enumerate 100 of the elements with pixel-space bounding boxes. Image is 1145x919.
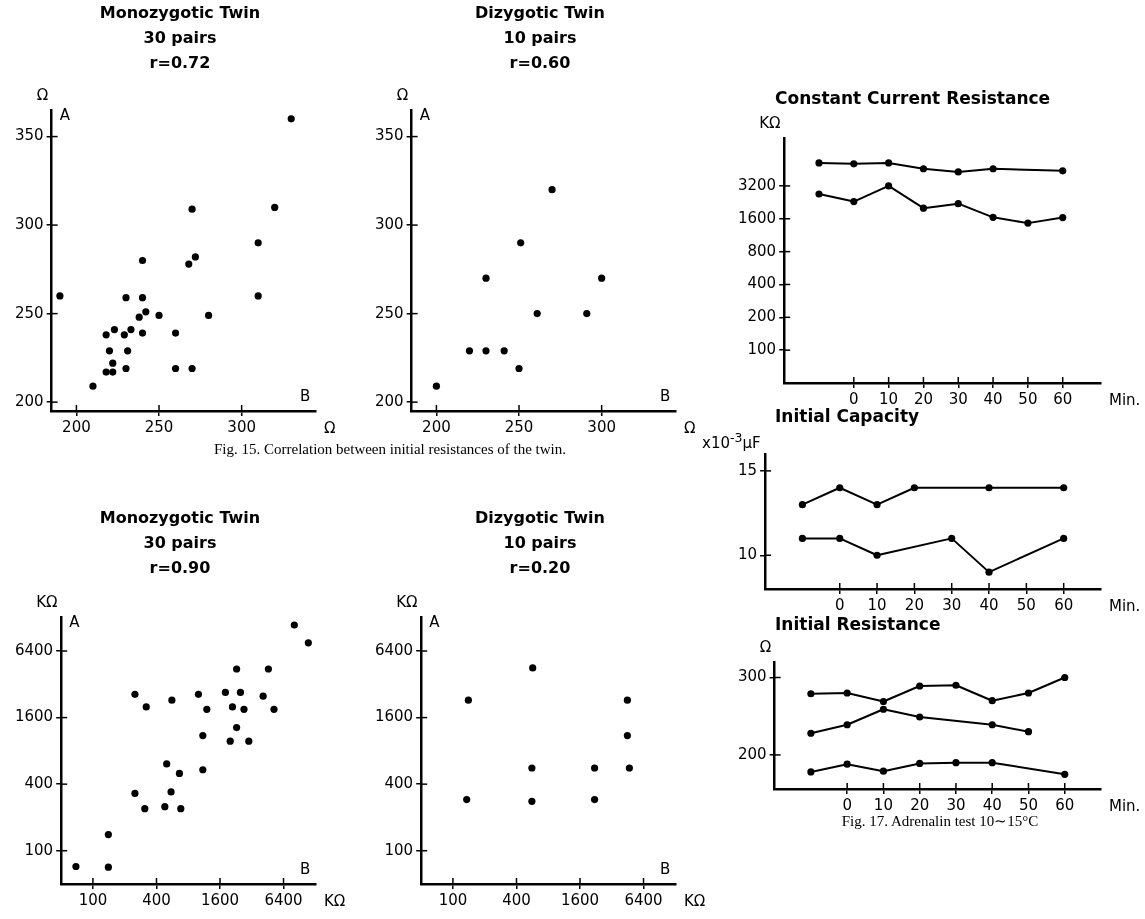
chart-title: Initial Capacity [775, 406, 920, 426]
point [985, 568, 993, 576]
y-axis-title: x10$^{-3}$μF [702, 430, 761, 452]
point [988, 721, 996, 729]
x-tick-label: 0 [849, 389, 859, 408]
point [500, 347, 508, 355]
x-tick-label: 60 [1055, 795, 1075, 814]
point [919, 204, 928, 212]
caption: Fig. 17. Adrenalin test 10∼15°C [841, 813, 1039, 829]
point [807, 729, 815, 737]
point [916, 682, 924, 690]
point [798, 534, 807, 542]
point [952, 681, 960, 689]
point [191, 253, 199, 261]
annotation: A [59, 106, 70, 124]
point [533, 310, 541, 318]
point [205, 311, 213, 319]
x-tick-label: 400 [502, 890, 531, 909]
x-tick-label: 60 [1053, 389, 1073, 408]
point [138, 329, 147, 337]
point [432, 382, 441, 390]
chart-title: Monozygotic Twin [98, 507, 262, 529]
y-tick-label: 100 [747, 340, 777, 359]
y-axis-title: KΩ [36, 593, 58, 611]
y-axis-title: Ω [396, 86, 409, 104]
point [110, 325, 119, 334]
point [171, 329, 180, 337]
annotation: B [300, 387, 311, 405]
y-axis-title: Ω [36, 86, 49, 104]
x-axis-title: Ω [684, 419, 696, 437]
point [171, 364, 180, 373]
y-tick-label: 300 [374, 214, 404, 233]
point [1060, 534, 1068, 542]
point [548, 186, 556, 194]
point [954, 168, 962, 176]
point [583, 310, 591, 318]
point [138, 294, 147, 302]
point [916, 759, 924, 768]
y-tick-label: 400 [384, 774, 414, 793]
point [127, 325, 135, 334]
x-tick-label: 20 [910, 795, 930, 814]
x-tick-label: 6400 [264, 890, 303, 909]
point [102, 368, 110, 376]
x-tick-label: 40 [979, 595, 999, 614]
y-tick-label: 350 [14, 126, 44, 145]
point [879, 697, 888, 706]
point [989, 165, 997, 173]
point [843, 689, 851, 697]
point [287, 115, 295, 123]
x-axis-title: Min. [1109, 597, 1141, 615]
point [138, 256, 147, 265]
point [850, 160, 858, 168]
y-tick-label: 300 [14, 214, 44, 233]
point [482, 347, 490, 355]
x-tick-label: 6400 [624, 890, 663, 909]
x-tick-label: 60 [1054, 595, 1074, 614]
x-axis-title: Min. [1109, 391, 1141, 409]
y-tick-label: 250 [374, 303, 404, 322]
point [271, 203, 279, 211]
y-tick-label: 250 [14, 303, 44, 322]
x-tick-label: 250 [144, 417, 174, 436]
point [254, 239, 262, 247]
x-tick-label: 20 [913, 389, 933, 408]
point [89, 382, 97, 390]
x-tick-label: 250 [504, 417, 534, 436]
point [517, 239, 525, 247]
point [1061, 770, 1069, 778]
x-tick-label: 200 [422, 417, 451, 436]
point [122, 294, 130, 302]
point [185, 260, 193, 268]
point [465, 347, 474, 355]
chart-title: Dizygotic Twin [474, 2, 606, 24]
point [109, 359, 117, 367]
chart-subtitle: 10 pairs [502, 532, 578, 554]
x-tick-label: 100 [438, 890, 468, 909]
point [122, 364, 130, 373]
x-tick-label: 30 [942, 595, 962, 614]
y-tick-label: 6400 [14, 640, 54, 659]
text: r=0.20 [508, 557, 572, 579]
point [850, 197, 858, 206]
y-tick-label: 1600 [14, 707, 54, 726]
point [120, 331, 128, 339]
x-tick-label: 400 [142, 890, 171, 909]
text: r=0.72 [148, 52, 212, 74]
point [836, 484, 844, 492]
chart-subtitle: 30 pairs [142, 27, 218, 49]
y-tick-label: 1600 [374, 707, 414, 726]
point [807, 690, 815, 698]
x-tick-label: 1600 [200, 890, 240, 909]
point [1059, 167, 1067, 175]
point [1061, 673, 1069, 682]
y-tick-label: 100 [384, 840, 414, 859]
point [879, 705, 888, 713]
point [135, 313, 143, 321]
annotation: B [660, 860, 671, 878]
point [989, 213, 997, 221]
x-tick-label: 30 [946, 795, 966, 814]
point [836, 534, 844, 542]
point [985, 484, 993, 492]
point [919, 165, 928, 173]
